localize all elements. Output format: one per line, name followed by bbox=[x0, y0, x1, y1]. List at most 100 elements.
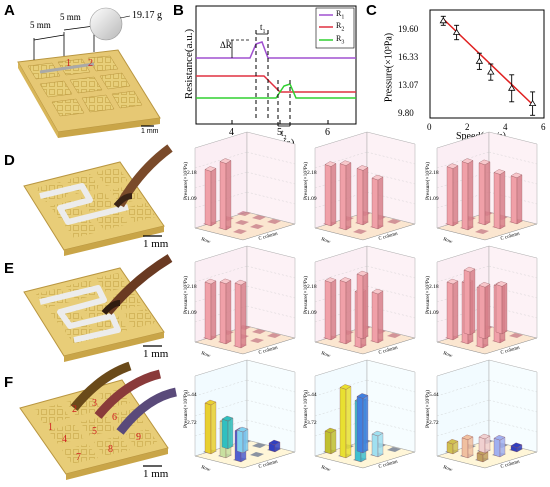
f-cell-5: 5 bbox=[92, 426, 97, 437]
c-ytick-2: 16.33 bbox=[398, 52, 419, 62]
bar3d-grid bbox=[246, 151, 296, 165]
bar3d-bar-top bbox=[324, 161, 337, 167]
bar3d-grid bbox=[488, 265, 538, 279]
delta-r-label: ΔR bbox=[220, 40, 232, 50]
t1-label: t1 bbox=[260, 22, 266, 35]
bar3d-ztick: 2.18 bbox=[187, 170, 197, 176]
bar3d-bar-top bbox=[446, 163, 459, 169]
bar3d-grid bbox=[366, 171, 416, 185]
bar3d-bar-front bbox=[234, 282, 242, 349]
bar3d-grid bbox=[246, 191, 296, 205]
bar3d-bar-front bbox=[493, 437, 501, 458]
bar3d-bar-top bbox=[495, 281, 508, 287]
bar3d-bar-top bbox=[339, 384, 352, 390]
bar3d-pad bbox=[475, 229, 489, 234]
scale-bar-d: 1 mm bbox=[143, 238, 169, 250]
bar3d-grid bbox=[194, 419, 248, 437]
panel-letter-e: E bbox=[4, 260, 15, 277]
c-plot-frame bbox=[429, 9, 545, 119]
bar3d-zlabel: Pressure(×10³Pa) bbox=[424, 390, 431, 428]
bar3d-zlabel: Pressure(×10³Pa) bbox=[182, 390, 189, 428]
bar3d-bar-top bbox=[339, 160, 352, 166]
c-data-point bbox=[487, 68, 495, 75]
bar3d-bar-side bbox=[225, 160, 232, 231]
bar3d-pad bbox=[387, 447, 401, 452]
bar3d-yaxis-label: Row bbox=[320, 237, 331, 245]
b-xtick-5: 5 bbox=[277, 127, 282, 138]
c-ytick-1: 19.60 bbox=[398, 24, 419, 34]
bar3d-zlabel: Pressure(×10³Pa) bbox=[302, 276, 309, 314]
cell-mark-1: 1 bbox=[66, 58, 71, 69]
bar3d-grid bbox=[366, 419, 416, 433]
bar3d-bar-top bbox=[356, 393, 369, 399]
bar3d-pad bbox=[233, 229, 247, 234]
bar3d-grid bbox=[488, 399, 538, 413]
bar3d-bar-top bbox=[478, 159, 491, 165]
bar3d-bar-front bbox=[461, 161, 469, 231]
bar3d-bar-side bbox=[516, 174, 523, 225]
bar3d-bar-side bbox=[484, 283, 491, 340]
bar3d-bar-side bbox=[225, 280, 232, 345]
bar3d-grid bbox=[366, 399, 416, 413]
bar3d-bar-side bbox=[330, 279, 337, 341]
bar3d-pad bbox=[235, 220, 249, 225]
c-xtick-0: 0 bbox=[427, 122, 432, 132]
bar3d-ztick: 2.18 bbox=[429, 170, 439, 176]
bar3d-xaxis-label: C column bbox=[500, 232, 521, 242]
bar3d-bar-front bbox=[463, 269, 471, 336]
bar3d-bar-front bbox=[371, 291, 379, 344]
bar3d-bar-side bbox=[362, 167, 369, 226]
scale-bar-e: 1 mm bbox=[143, 348, 169, 360]
bar3d-grid bbox=[436, 265, 490, 283]
bar3d-grid bbox=[194, 171, 248, 189]
bar3d-bar-side bbox=[362, 395, 369, 454]
bar3d-ztick: 2.18 bbox=[307, 170, 317, 176]
bar3d-xaxis-label: C column bbox=[258, 232, 279, 242]
bar3d-pad bbox=[250, 452, 264, 457]
bar3d-grid bbox=[366, 265, 416, 279]
bar3d-bar-top bbox=[478, 433, 491, 440]
bar3d-bar-front bbox=[495, 284, 503, 335]
bar3d-bar-front bbox=[478, 284, 486, 340]
c-data-point bbox=[528, 99, 537, 106]
bar3d-bar-top bbox=[461, 434, 474, 440]
panel-letter-d: D bbox=[4, 152, 15, 169]
bar3d-bar-side bbox=[484, 161, 491, 226]
bar3d-grid bbox=[366, 285, 416, 299]
bar3d-bar-top bbox=[493, 169, 506, 175]
bar3d-bar-side bbox=[345, 386, 352, 459]
bar3d-bar-front bbox=[339, 387, 347, 459]
bar3d-xaxis-label: C column bbox=[378, 460, 399, 470]
bar3d-bar-side bbox=[377, 432, 384, 458]
dim-label-1: 5 mm bbox=[30, 20, 51, 30]
bar3d-bar-top bbox=[371, 430, 384, 437]
c-ytick-4: 9.80 bbox=[398, 108, 414, 118]
bar3d-xaxis-label: C column bbox=[258, 460, 279, 470]
bar3d-xaxis-label: C column bbox=[378, 232, 399, 242]
bar3d-pad bbox=[250, 338, 264, 343]
bar3d-yaxis-label: Row bbox=[200, 465, 211, 473]
bar3d-bar-front bbox=[446, 166, 454, 227]
bar3d-bar-side bbox=[377, 290, 384, 344]
bar3d-bar-front bbox=[204, 169, 212, 227]
bar3d-bar-top bbox=[446, 278, 459, 285]
bar3d-bar-front bbox=[461, 437, 469, 459]
bar3d-pad bbox=[267, 333, 281, 338]
bar3d-ztick: 2.18 bbox=[187, 284, 197, 290]
f-cell-2: 2 bbox=[72, 404, 77, 415]
bar3d-ztick: 5.44 bbox=[307, 392, 317, 398]
bar3d-bar-front bbox=[510, 175, 518, 225]
scale-bar-a: 1 mm bbox=[141, 128, 159, 135]
bar3d-grid bbox=[488, 419, 538, 433]
bar3d-bar-front bbox=[236, 429, 244, 454]
bar3d-ztick: 1.09 bbox=[307, 310, 317, 316]
bar3d-pad bbox=[250, 224, 264, 229]
bar3d-bar-front bbox=[446, 281, 454, 341]
weight-ball bbox=[89, 7, 123, 41]
f-cell-9: 9 bbox=[136, 432, 141, 443]
bar3d-bar-top bbox=[324, 427, 337, 434]
bar3d-ztick: 3.72 bbox=[307, 420, 317, 426]
bar3d-pad bbox=[387, 219, 401, 224]
bar3d-grid bbox=[246, 305, 296, 319]
